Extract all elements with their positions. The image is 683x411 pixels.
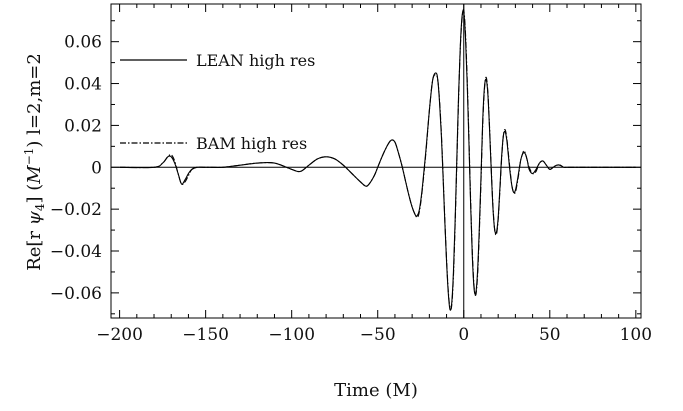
series-group — [119, 9, 636, 311]
y-tick-label: 0.06 — [64, 33, 102, 53]
x-tick-label: −150 — [182, 325, 229, 345]
x-tick-label: −100 — [268, 325, 315, 345]
x-tick-label: 50 — [539, 325, 561, 345]
x-tick-label: −50 — [360, 325, 396, 345]
y-tick-label: 0.04 — [64, 75, 102, 95]
y-tick-label: −0.02 — [50, 200, 102, 220]
y-tick-label: −0.04 — [50, 242, 102, 262]
x-tick-label: −200 — [96, 325, 143, 345]
y-tick-label: 0 — [91, 158, 102, 178]
legend-label-bam: BAM high res — [196, 134, 307, 153]
axis-ticks — [111, 4, 641, 318]
x-axis-label: Time (M) — [334, 380, 418, 401]
y-axis-label: Re[r ψ4] (M−1) l=2,m=2 — [22, 53, 47, 271]
series-line-bam — [119, 9, 636, 310]
x-tick-label: 100 — [620, 325, 652, 345]
y-tick-label: 0.02 — [64, 116, 102, 136]
legend: LEAN high res BAM high res — [120, 51, 315, 153]
y-tick-labels: −0.06 −0.04 −0.02 0 0.02 0.04 0.06 — [50, 33, 102, 304]
plot-frame — [110, 3, 642, 319]
x-tick-labels: −200 −150 −100 −50 0 50 100 — [96, 325, 652, 345]
legend-label-lean: LEAN high res — [196, 51, 315, 70]
x-tick-label: 0 — [458, 325, 469, 345]
y-tick-label: −0.06 — [50, 284, 102, 304]
